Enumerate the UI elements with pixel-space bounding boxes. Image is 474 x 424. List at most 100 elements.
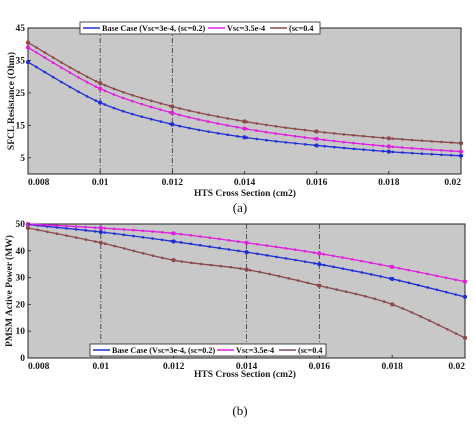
- chart-b-series-marker-2: [437, 323, 440, 327]
- chart-b-series-marker-1: [426, 272, 429, 276]
- chart-b-ylabel: PMSM Active Power (MW): [4, 235, 15, 347]
- chart-a-series-marker-2: [197, 111, 201, 115]
- chart-b-legend-label-vsc: Vsc=3.5e-4: [236, 346, 274, 355]
- chart-b-series-marker-0: [237, 249, 240, 253]
- chart-b-series-marker-2: [142, 252, 145, 255]
- chart-b-series-marker-2: [113, 244, 117, 248]
- chart-a-series-marker-0: [449, 153, 453, 157]
- chart-b-series-marker-2: [335, 288, 338, 291]
- chart-a-series-marker-2: [449, 141, 453, 144]
- chart-a-series-marker-1: [401, 146, 404, 149]
- chart-b-series-marker-2: [84, 238, 88, 241]
- chart-b-series-marker-1: [407, 268, 410, 272]
- chart-b-y-tick-label: 30: [16, 274, 26, 284]
- chart-a-series-marker-2: [440, 140, 443, 144]
- chart-b-series-marker-1: [331, 254, 335, 258]
- chart-b-series-marker-2: [296, 279, 300, 282]
- chart-a-x-tick-label: 0.012: [162, 178, 184, 188]
- chart-b-series-marker-1: [198, 235, 202, 238]
- chart-b-series-marker-0: [454, 293, 457, 296]
- chart-a-series-marker-0: [410, 151, 414, 155]
- chart-b-series-marker-2: [248, 268, 252, 272]
- chart-a-data-point-0: [170, 122, 175, 127]
- chart-b-series-marker-0: [322, 263, 326, 267]
- chart-b-series-marker-0: [369, 273, 373, 276]
- chart-a-series-marker-1: [103, 89, 107, 93]
- chart-a-series-marker-1: [381, 144, 385, 148]
- chart-a-series-marker-1: [140, 102, 143, 106]
- chart-a-series-marker-0: [121, 109, 125, 113]
- chart-b-data-point-2: [25, 225, 31, 231]
- chart-b-data-point-1: [462, 279, 468, 284]
- chart-a-series-marker-1: [35, 51, 38, 54]
- chart-a-series-marker-2: [85, 75, 89, 79]
- chart-b-series-marker-1: [284, 246, 288, 250]
- chart-b-y-ticks: 0 10 20 30 40 50: [16, 220, 31, 364]
- chart-b: 0.008 0.01 0.012 0.014 0.016 0.018 0.02 0 10 20 3…: [4, 220, 468, 418]
- chart-b-x-tick-label: 0.012: [163, 362, 185, 372]
- chart-a-series-marker-0: [401, 151, 404, 154]
- chart-a-series-marker-1: [284, 133, 287, 137]
- chart-a-series-marker-0: [265, 138, 268, 142]
- chart-a-series-marker-2: [410, 138, 414, 142]
- chart-b-series-marker-2: [94, 240, 97, 243]
- chart-a-series-marker-0: [140, 115, 144, 119]
- chart-b-series-marker-2: [401, 307, 405, 310]
- chart-a-series-marker-2: [77, 71, 80, 74]
- chart-b-series-marker-0: [303, 260, 307, 263]
- chart-a-series-marker-1: [77, 76, 80, 79]
- chart-a-series-marker-0: [284, 141, 288, 144]
- chart-a-y-tick-label: 15: [16, 121, 26, 131]
- chart-a-series-marker-0: [103, 103, 107, 106]
- chart-a-data-point-2: [25, 40, 31, 45]
- chart-a-series-marker-0: [381, 149, 385, 153]
- chart-a-series-marker-0: [420, 152, 424, 155]
- chart-b-series-marker-2: [239, 267, 242, 270]
- chart-a-series-marker-0: [303, 143, 307, 146]
- chart-a-series-marker-2: [103, 83, 107, 87]
- chart-a-series-marker-1: [361, 142, 365, 146]
- chart-b-series-marker-0: [398, 279, 401, 282]
- chart-b-series-marker-0: [351, 269, 354, 272]
- chart-b-data-point-2: [98, 240, 103, 245]
- chart-b-series-marker-0: [74, 228, 78, 231]
- chart-b-series-marker-1: [122, 228, 126, 231]
- chart-b-x-tick-label: 0.01: [93, 362, 110, 372]
- chart-a-series-marker-1: [410, 146, 414, 150]
- chart-b-y-tick-label: 50: [16, 220, 26, 230]
- chart-a-series-marker-1: [235, 125, 239, 129]
- chart-b-series-marker-0: [198, 243, 202, 247]
- chart-b-series-marker-2: [344, 290, 348, 294]
- chart-a-series-marker-2: [352, 134, 355, 137]
- chart-b-series-marker-0: [275, 255, 278, 259]
- chart-b-x-tick-label: 0.016: [309, 362, 331, 372]
- chart-b-series-marker-1: [274, 245, 278, 249]
- chart-a-series-marker-0: [188, 126, 191, 130]
- chart-b-series-marker-1: [236, 240, 240, 243]
- chart-b-series-marker-1: [141, 229, 145, 233]
- chart-a-series-marker-0: [352, 147, 356, 151]
- chart-b-legend-label-tsc: (sc=0.4: [298, 346, 322, 355]
- chart-b-series-marker-0: [208, 245, 212, 248]
- chart-b-data-point-0: [244, 249, 249, 255]
- chart-b-series-marker-0: [416, 283, 420, 287]
- chart-b-series-marker-1: [36, 223, 39, 226]
- chart-a-series-marker-0: [226, 133, 230, 137]
- chart-b-series-marker-2: [325, 286, 329, 289]
- chart-b-y-tick-label: 0: [20, 354, 25, 364]
- chart-a-data-point-1: [242, 126, 247, 131]
- chart-a-series-marker-1: [303, 136, 307, 139]
- chart-b-series-marker-1: [303, 249, 307, 253]
- chart-b-x-tick-label: 0.008: [28, 362, 50, 372]
- chart-a-series-marker-1: [449, 149, 453, 153]
- chart-b-series-marker-2: [74, 236, 78, 239]
- chart-b-series-marker-1: [93, 226, 97, 229]
- chart-a-series-marker-1: [178, 113, 181, 117]
- chart-b-data-point-1: [390, 264, 395, 270]
- chart-a-series-marker-1: [85, 80, 89, 84]
- chart-b-data-point-0: [98, 229, 103, 235]
- chart-a-series-marker-0: [430, 152, 434, 156]
- chart-a-x-tick-label: 0.014: [234, 178, 256, 188]
- chart-b-series-marker-2: [306, 281, 310, 285]
